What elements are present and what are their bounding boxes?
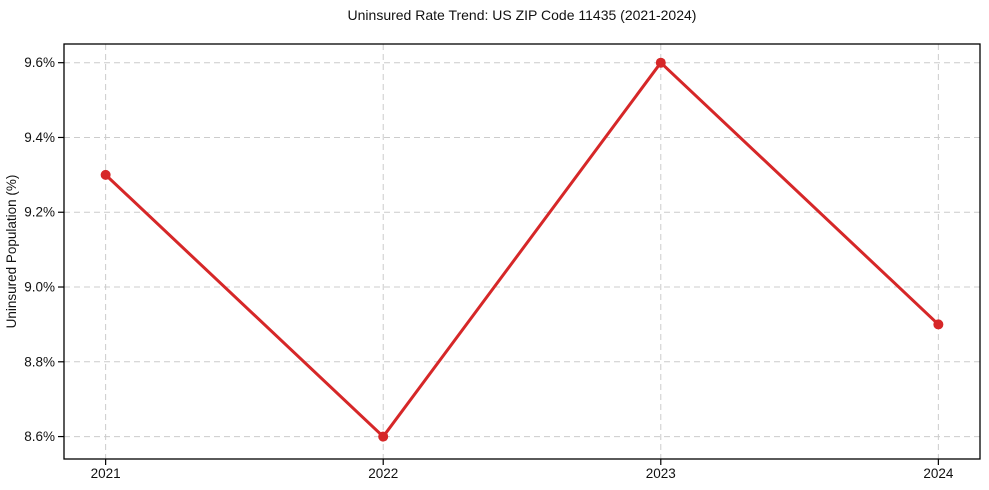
- data-point-2021: [100, 169, 111, 180]
- data-point-2022: [378, 431, 389, 442]
- y-tick-label: 9.4%: [24, 130, 55, 145]
- y-tick-label: 9.0%: [24, 280, 55, 295]
- chart-title: Uninsured Rate Trend: US ZIP Code 11435 …: [347, 7, 697, 23]
- y-tick-label: 9.6%: [24, 55, 55, 70]
- plot-border: [63, 43, 981, 460]
- x-tick-label: 2024: [923, 466, 954, 481]
- y-axis-title: Uninsured Population (%): [4, 175, 19, 329]
- x-tick-label: 2023: [646, 466, 676, 481]
- data-point-2024: [933, 319, 944, 330]
- trend-line: [104, 61, 940, 439]
- x-tick-label: 2022: [368, 466, 398, 481]
- y-tick-label: 8.6%: [24, 429, 55, 444]
- y-tick-label: 9.2%: [24, 205, 55, 220]
- y-tick-label: 8.8%: [24, 354, 55, 369]
- data-point-2023: [655, 57, 666, 68]
- x-tick-label: 2021: [91, 466, 121, 481]
